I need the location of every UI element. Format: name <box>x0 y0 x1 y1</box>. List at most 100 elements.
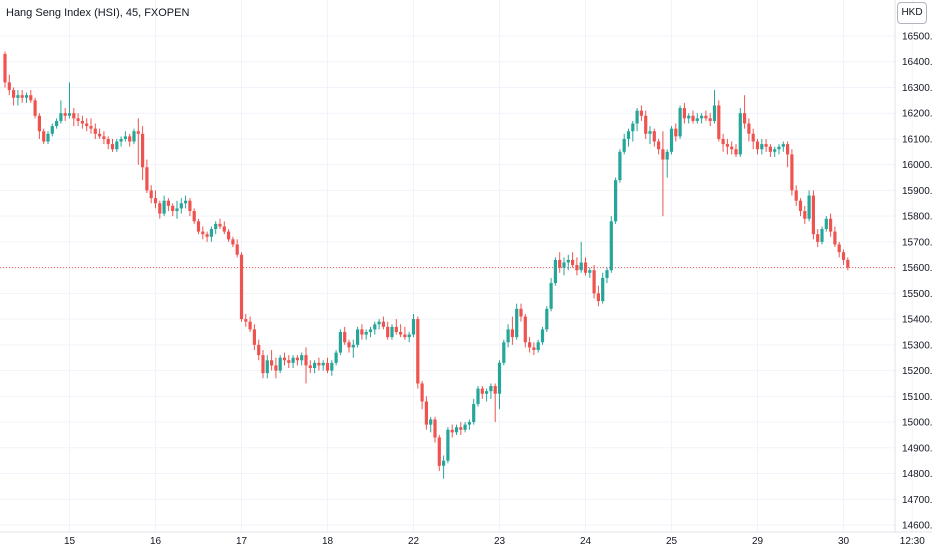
candle <box>257 339 261 361</box>
candle-body <box>442 460 446 466</box>
candle-body <box>433 419 437 438</box>
candle-body <box>282 357 287 361</box>
candle <box>304 347 308 384</box>
candle-body <box>364 331 368 335</box>
candle-body <box>123 136 127 139</box>
price-axis[interactable]: 16500.0 16400.0 16300.0 16200.0 16100.0 16000… <box>902 32 932 532</box>
candle <box>252 324 256 350</box>
time-axis[interactable]: 15 16 17 18 22 23 24 25 29 30 12:30 <box>64 536 925 547</box>
candle-body <box>820 229 824 242</box>
candle-body <box>755 141 760 150</box>
chart-title: Hang Seng Index (HSI), 45, FXOPEN <box>6 7 190 19</box>
candle <box>605 267 609 284</box>
candle <box>725 138 729 155</box>
candle <box>55 118 59 129</box>
candle-body <box>571 259 575 266</box>
candle <box>282 352 287 366</box>
candle <box>553 257 557 286</box>
candle <box>502 339 506 366</box>
candle <box>136 118 140 165</box>
candle <box>807 190 811 222</box>
candle-body <box>317 362 321 366</box>
candle-body <box>403 334 407 338</box>
candle-body <box>158 203 162 214</box>
candle <box>3 51 7 88</box>
candle-body <box>239 254 244 320</box>
candle <box>343 326 347 345</box>
candle <box>274 357 278 379</box>
candle-body <box>218 223 222 227</box>
candle-body <box>721 138 725 145</box>
candle <box>334 349 338 366</box>
candle <box>115 138 119 152</box>
candle-body <box>596 293 600 302</box>
candle <box>798 198 803 217</box>
currency-button[interactable]: HKD <box>897 2 927 24</box>
candle-body <box>467 422 471 425</box>
time-tick-label: 16 <box>150 536 162 547</box>
candle-body <box>304 355 308 366</box>
candle-body <box>214 223 218 230</box>
candle-body <box>605 270 609 278</box>
candle-body <box>37 115 41 132</box>
price-tick-label: 15000.0 <box>902 418 932 429</box>
candle-body <box>532 347 536 350</box>
candle <box>442 455 446 479</box>
candle <box>76 113 80 127</box>
candle-body <box>287 360 291 363</box>
candle-body <box>76 118 80 121</box>
candle <box>85 118 89 132</box>
candle-body <box>429 419 433 425</box>
candle-body <box>59 113 63 121</box>
candle <box>424 396 428 430</box>
candle-body <box>132 131 136 142</box>
candle-body <box>747 123 751 134</box>
candle <box>110 138 115 152</box>
candle-body <box>261 355 265 374</box>
candle <box>730 141 734 155</box>
candle <box>16 90 20 106</box>
candle-body <box>244 319 248 322</box>
candle-body <box>485 391 489 394</box>
candle-body <box>24 95 29 98</box>
candle <box>700 113 704 124</box>
candle <box>321 360 325 371</box>
candle-body <box>768 146 772 152</box>
candle-body <box>347 342 351 348</box>
candle-body <box>708 118 712 121</box>
candle-body <box>614 180 618 222</box>
candle-body <box>601 277 605 302</box>
candle-body <box>196 221 201 232</box>
candle-body <box>549 283 553 309</box>
candle-body <box>20 95 24 98</box>
candle <box>446 427 450 464</box>
candle <box>93 123 97 139</box>
candle <box>648 126 652 145</box>
candle <box>248 316 252 332</box>
candle <box>300 352 304 366</box>
candle-body <box>652 131 656 142</box>
candle <box>67 82 72 119</box>
candle-body <box>700 115 704 119</box>
candle <box>614 177 618 224</box>
candle-body <box>773 149 777 152</box>
candle-body <box>325 362 330 371</box>
candles <box>3 51 850 479</box>
candle <box>270 349 274 371</box>
candle <box>691 110 695 124</box>
candle-body <box>459 427 463 430</box>
price-tick-label: 15600.0 <box>902 263 932 274</box>
candle <box>545 306 549 332</box>
candle-body <box>98 133 102 137</box>
candle <box>669 126 674 155</box>
candle <box>201 226 205 240</box>
candle <box>601 272 605 304</box>
candle <box>674 123 678 142</box>
candle <box>583 257 588 276</box>
candle <box>777 144 781 155</box>
candle-body <box>93 128 97 134</box>
candle-body <box>502 342 506 363</box>
candle-body <box>575 265 579 271</box>
candle-body <box>33 100 37 116</box>
